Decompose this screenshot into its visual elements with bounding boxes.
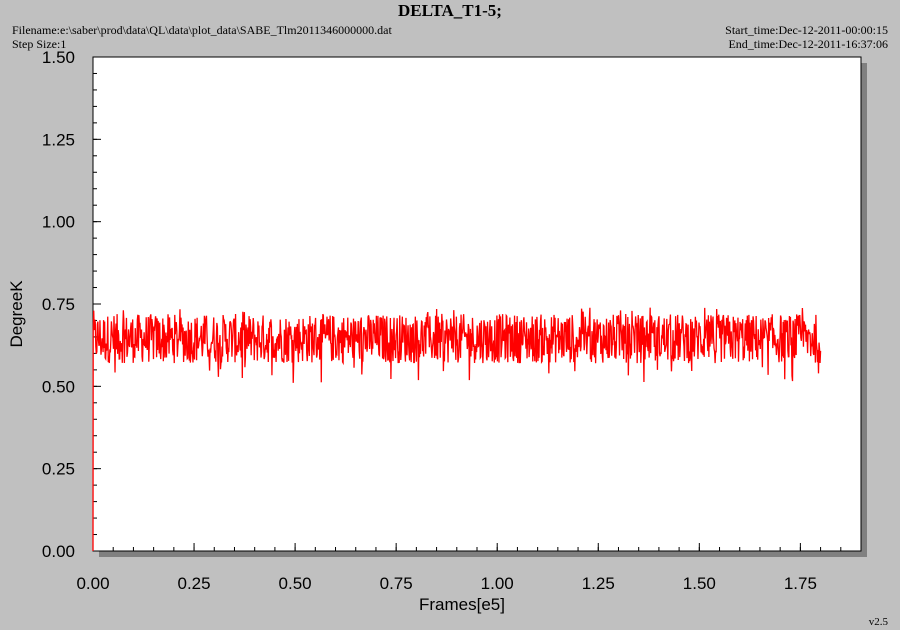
x-tick-label: 1.00 [481,574,514,593]
y-tick-label: 1.00 [42,213,75,232]
series-line [92,307,822,552]
x-tick-label: 0.00 [76,574,109,593]
x-tick-label: 1.50 [683,574,716,593]
filename-label: Filename:e:\saber\prod\data\QL\data\plot… [12,23,392,37]
y-tick-label: 0.00 [42,542,75,561]
start-time-label: Start_time:Dec-12-2011-00:00:15 [725,23,888,37]
x-tick-label: 0.25 [178,574,211,593]
version-label: v2.5 [868,616,888,628]
x-tick-label: 1.75 [784,574,817,593]
x-axis-title: Frames[e5] [419,595,505,614]
x-tick-label: 0.75 [380,574,413,593]
y-tick-label: 1.50 [42,48,75,67]
end-time-label: End_time:Dec-12-2011-16:37:06 [728,37,888,51]
y-tick-label: 0.25 [42,460,75,479]
chart-title: DELTA_T1-5; [398,1,502,20]
y-tick-label: 0.75 [42,295,75,314]
x-tick-label: 0.50 [279,574,312,593]
plot-frame [92,56,862,552]
y-axis-title: DegreeK [7,280,26,348]
x-tick-label: 1.25 [582,574,615,593]
y-tick-label: 0.50 [42,377,75,396]
y-tick-label: 1.25 [42,130,75,149]
step-size-label: Step Size:1 [12,37,67,51]
